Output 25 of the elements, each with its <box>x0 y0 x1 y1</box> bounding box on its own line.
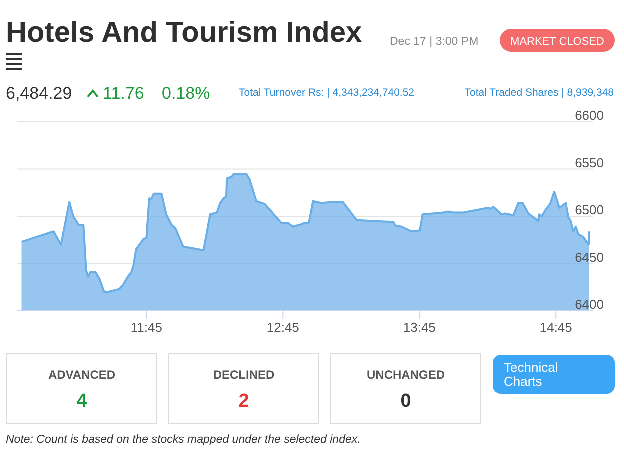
y-tick-label: 6500 <box>575 202 604 218</box>
text: Total Traded Shares | 8,939,348 <box>464 87 614 99</box>
text: 2 <box>238 391 250 412</box>
text: 6,484.29 <box>6 84 72 103</box>
text: 0.18% <box>162 84 210 103</box>
y-tick-label: 6600 <box>575 108 604 123</box>
text: Total Turnover Rs: | 4,343,234,740.52 <box>239 87 415 99</box>
text: 11.76 <box>103 84 144 103</box>
chart-title: Hotels And Tourism Index <box>6 17 362 49</box>
x-tick-label: 11:45 <box>130 320 162 335</box>
text: MARKET CLOSED <box>510 36 605 48</box>
text: Note: Count is based on the stocks mapped under the selected index. <box>6 434 361 446</box>
text: 0 <box>400 391 412 412</box>
y-tick-label: 6450 <box>575 250 604 265</box>
x-tick-label: 12:45 <box>266 320 300 335</box>
text: UNCHANGED <box>367 368 446 382</box>
text: Dec 17 | 3:00 PM <box>390 36 479 48</box>
y-tick-label: 6400 <box>575 297 604 312</box>
x-tick-label: 13:45 <box>403 320 436 335</box>
text: ADVANCED <box>48 368 116 382</box>
x-tick-label: 14:45 <box>540 320 572 335</box>
text: 4 <box>76 391 88 412</box>
text: Technical Charts <box>504 360 558 389</box>
text: DECLINED <box>213 368 275 382</box>
y-tick-label: 6550 <box>575 155 604 170</box>
